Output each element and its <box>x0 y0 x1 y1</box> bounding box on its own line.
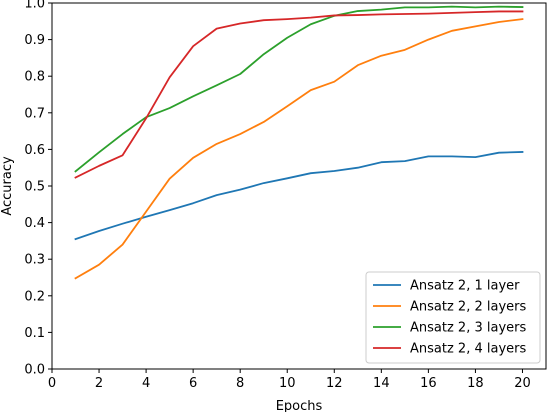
y-tick-label: 0.1 <box>24 326 45 341</box>
x-tick-label: 2 <box>95 376 103 391</box>
series-line-4 <box>74 10 524 179</box>
x-tick-label: 14 <box>373 376 390 391</box>
axes: 0 2 4 6 8 10 12 14 16 18 20 0.0 0.1 0.2 0.3 0.4 0.5 0.6 0.… <box>24 0 547 391</box>
y-tick-label: 0.4 <box>24 216 45 231</box>
x-tick-label: 6 <box>189 376 197 391</box>
y-tick-label: 0.3 <box>24 253 45 268</box>
y-tick-label: 0.0 <box>24 363 45 378</box>
x-tick-label: 20 <box>514 376 531 391</box>
y-axis-title: Accuracy <box>0 156 15 216</box>
y-tick-label: 0.6 <box>24 143 45 158</box>
y-tick-label: 0.8 <box>24 70 45 85</box>
x-tick-label: 18 <box>467 376 484 391</box>
x-tick-label: 12 <box>326 376 343 391</box>
x-tick-label: 4 <box>142 376 150 391</box>
x-tick-label: 8 <box>236 376 244 391</box>
series-line-3 <box>74 5 524 173</box>
series-lines <box>74 5 524 280</box>
y-tick-label: 0.9 <box>24 33 45 48</box>
legend-label-1: Ansatz 2, 1 layer <box>410 279 520 294</box>
y-tick-label: 1.0 <box>24 0 45 12</box>
x-tick-label: 0 <box>48 376 56 391</box>
legend-label-4: Ansatz 2, 4 layers <box>410 342 526 357</box>
legend: Ansatz 2, 1 layer Ansatz 2, 2 layers Ansat… <box>365 271 541 364</box>
x-tick-label: 16 <box>420 376 437 391</box>
y-tick-label: 0.5 <box>24 180 45 195</box>
legend-label-3: Ansatz 2, 3 layers <box>410 321 526 336</box>
y-tick-label: 0.2 <box>24 289 45 304</box>
y-tick-label: 0.7 <box>24 106 45 121</box>
legend-box <box>365 271 541 364</box>
x-axis-title: Epochs <box>276 399 323 412</box>
x-tick-label: 10 <box>279 376 296 391</box>
series-line-2 <box>74 18 524 280</box>
series-line-1 <box>74 151 524 241</box>
legend-label-2: Ansatz 2, 2 layers <box>410 300 526 315</box>
